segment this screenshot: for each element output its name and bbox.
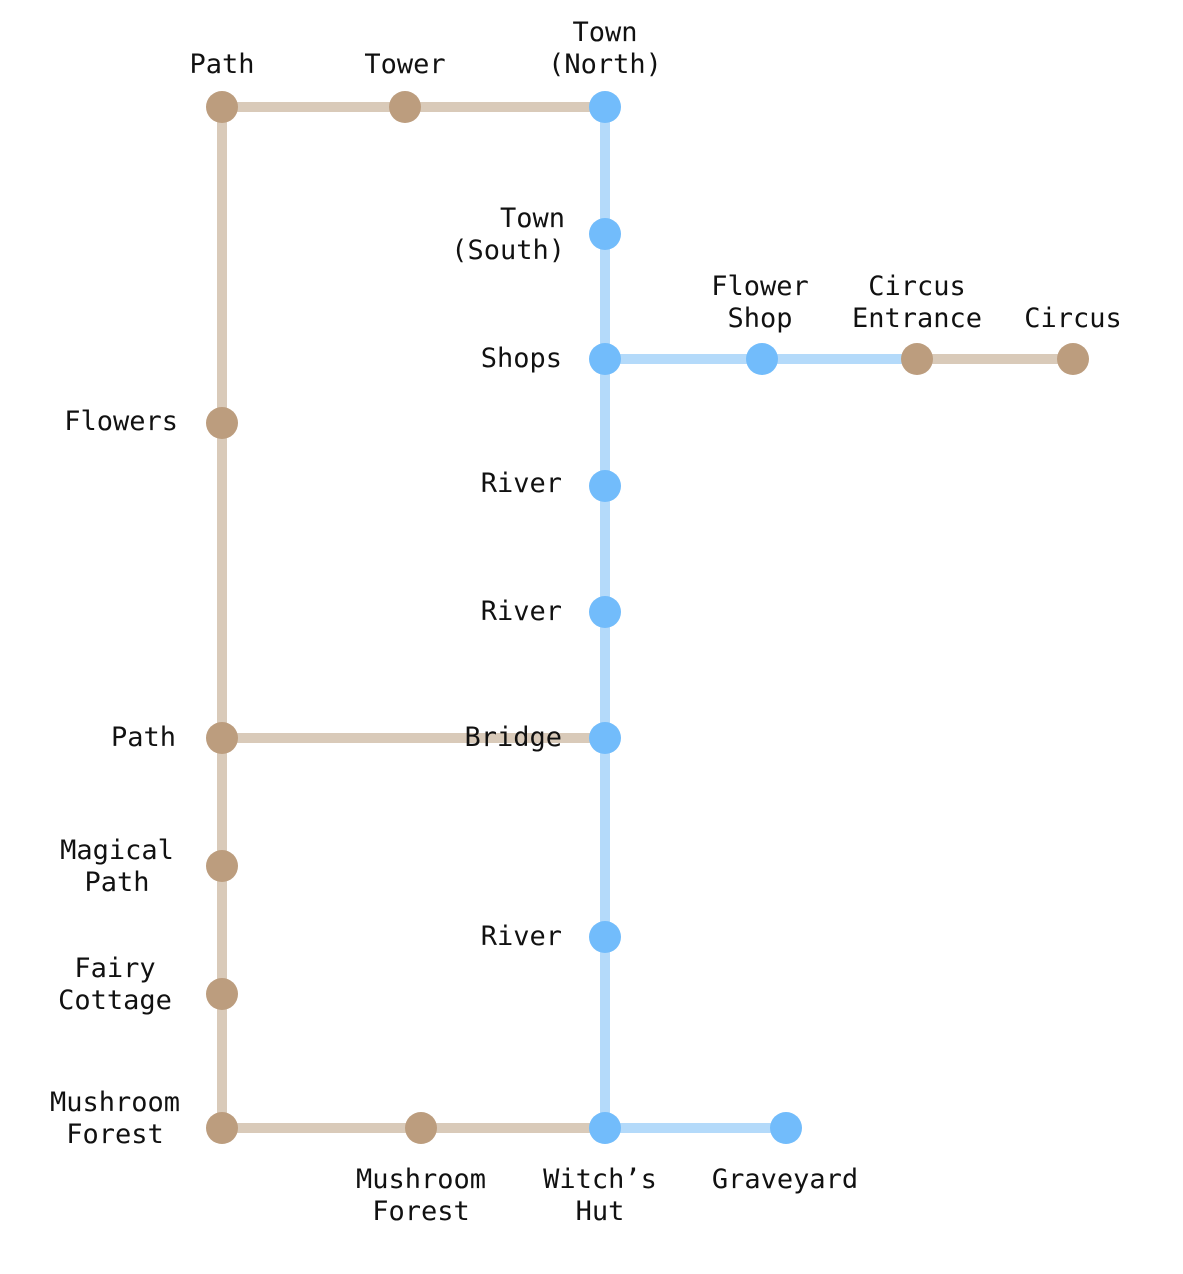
location-label-line: Mushroom xyxy=(356,1164,486,1195)
location-label-magical-path: Magical Path xyxy=(60,835,174,898)
location-label-line: Graveyard xyxy=(712,1164,858,1195)
location-label-line: Entrance xyxy=(852,303,982,334)
location-label-line: Path xyxy=(189,49,254,80)
location-label-mushroom-forest-left: Mushroom Forest xyxy=(50,1087,180,1150)
location-label-graveyard: Graveyard xyxy=(712,1164,858,1195)
location-node-magical-path[interactable] xyxy=(206,850,238,882)
location-node-bridge[interactable] xyxy=(589,722,621,754)
location-label-line: Flowers xyxy=(64,406,178,437)
location-node-town-north[interactable] xyxy=(589,91,621,123)
location-label-line: River xyxy=(481,921,562,952)
location-label-line: (North) xyxy=(548,49,662,80)
location-label-line: Forest xyxy=(372,1196,470,1227)
location-label-flowers: Flowers xyxy=(64,406,178,437)
location-label-line: River xyxy=(481,596,562,627)
location-label-flower-shop: Flower Shop xyxy=(711,271,809,334)
location-label-line: Town xyxy=(500,203,565,234)
location-node-town-south[interactable] xyxy=(589,218,621,250)
location-label-line: Bridge xyxy=(464,722,562,753)
location-label-bridge: Bridge xyxy=(464,722,562,753)
location-label-path-top: Path xyxy=(189,49,254,80)
location-label-line: Hut xyxy=(576,1196,625,1227)
location-label-line: Tower xyxy=(364,49,445,80)
location-label-line: Forest xyxy=(66,1119,164,1150)
location-node-river-3[interactable] xyxy=(589,921,621,953)
location-label-line: Circus xyxy=(1024,303,1122,334)
location-node-mushroom-forest-bottom[interactable] xyxy=(405,1112,437,1144)
location-label-line: Witch’s xyxy=(543,1164,657,1195)
location-label-line: River xyxy=(481,468,562,499)
location-label-circus: Circus xyxy=(1024,303,1122,334)
location-label-line: Flower xyxy=(711,271,809,302)
location-label-witchs-hut: Witch’s Hut xyxy=(543,1164,657,1227)
location-label-line: Fairy xyxy=(74,953,155,984)
map-connections xyxy=(217,102,1073,1133)
location-node-circus-entrance[interactable] xyxy=(901,343,933,375)
location-node-tower[interactable] xyxy=(389,91,421,123)
location-label-river-2: River xyxy=(481,596,562,627)
location-node-witchs-hut[interactable] xyxy=(589,1112,621,1144)
location-label-fairy-cottage: Fairy Cottage xyxy=(58,953,172,1016)
location-label-town-south: Town (South) xyxy=(451,203,565,266)
location-label-town-north: Town (North) xyxy=(548,17,662,80)
location-label-line: Circus xyxy=(868,271,966,302)
location-label-path-mid: Path xyxy=(111,722,176,753)
location-node-path-top[interactable] xyxy=(206,91,238,123)
location-node-shops[interactable] xyxy=(589,343,621,375)
location-node-river-2[interactable] xyxy=(589,596,621,628)
location-label-line: Shops xyxy=(481,343,562,374)
location-label-line: (South) xyxy=(451,235,565,266)
location-label-line: Path xyxy=(84,867,149,898)
location-node-path-mid[interactable] xyxy=(206,722,238,754)
location-label-circus-entrance: Circus Entrance xyxy=(852,271,982,334)
location-label-tower: Tower xyxy=(364,49,445,80)
location-label-river-3: River xyxy=(481,921,562,952)
location-node-circus[interactable] xyxy=(1057,343,1089,375)
location-node-flowers[interactable] xyxy=(206,407,238,439)
location-node-flower-shop[interactable] xyxy=(746,343,778,375)
location-label-line: Shop xyxy=(727,303,792,334)
location-node-river-1[interactable] xyxy=(589,470,621,502)
location-label-line: Mushroom xyxy=(50,1087,180,1118)
location-label-mushroom-forest-bottom: Mushroom Forest xyxy=(356,1164,486,1227)
location-label-line: Magical xyxy=(60,835,174,866)
map-locations xyxy=(206,91,1089,1144)
location-node-mushroom-forest-left[interactable] xyxy=(206,1112,238,1144)
location-node-fairy-cottage[interactable] xyxy=(206,978,238,1010)
location-label-line: Cottage xyxy=(58,985,172,1016)
location-node-graveyard[interactable] xyxy=(770,1112,802,1144)
location-label-river-1: River xyxy=(481,468,562,499)
location-label-line: Path xyxy=(111,722,176,753)
location-label-line: Town xyxy=(572,17,637,48)
location-label-shops: Shops xyxy=(481,343,562,374)
